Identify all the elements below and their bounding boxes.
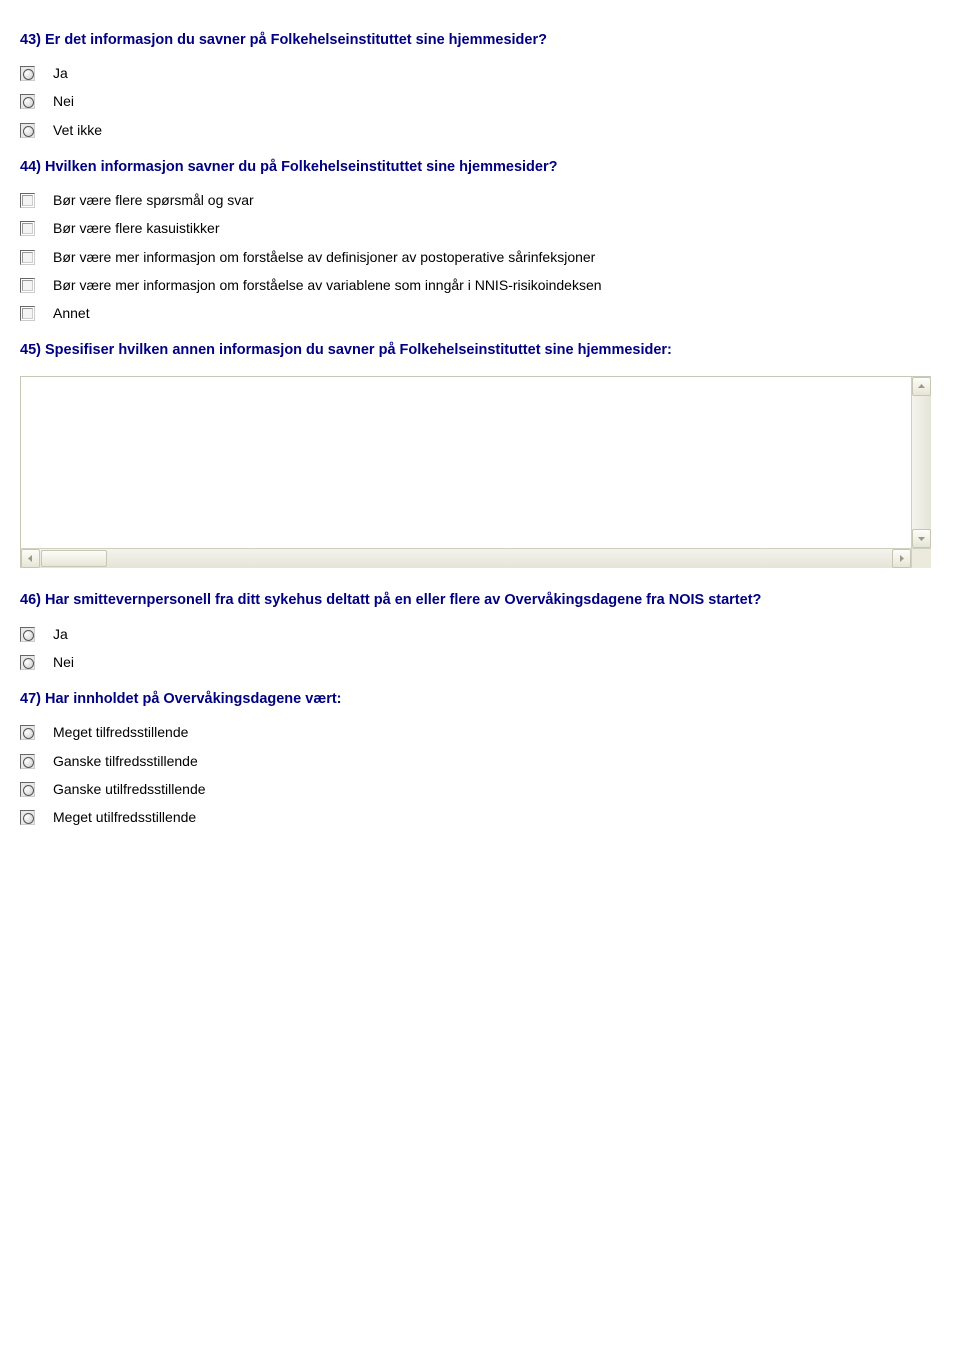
scroll-right-button[interactable] — [892, 549, 911, 568]
option-label: Meget utilfredsstillende — [53, 808, 196, 826]
option-label: Bør være flere kasuistikker — [53, 219, 219, 237]
chevron-up-icon — [917, 382, 926, 391]
radio-icon — [20, 123, 35, 138]
radio-icon — [20, 627, 35, 642]
checkbox-icon — [20, 250, 35, 265]
question-44-title: 44) Hvilken informasjon savner du på Fol… — [20, 157, 940, 177]
option-label: Ja — [53, 64, 68, 82]
question-45-title: 45) Spesifiser hvilken annen informasjon… — [20, 340, 940, 360]
radio-icon — [20, 782, 35, 797]
radio-icon — [20, 754, 35, 769]
checkbox-option[interactable]: Annet — [20, 304, 940, 322]
scroll-left-button[interactable] — [21, 549, 40, 568]
question-46-title: 46) Har smittevernpersonell fra ditt syk… — [20, 590, 940, 610]
checkbox-option[interactable]: Bør være mer informasjon om forståelse a… — [20, 248, 940, 266]
radio-icon — [20, 66, 35, 81]
option-label: Ganske utilfredsstillende — [53, 780, 206, 798]
textarea-content[interactable] — [23, 379, 911, 548]
radio-option[interactable]: Ja — [20, 625, 940, 643]
option-label: Vet ikke — [53, 121, 102, 139]
option-label: Annet — [53, 304, 90, 322]
radio-option[interactable]: Vet ikke — [20, 121, 940, 139]
option-label: Meget tilfredsstillende — [53, 723, 188, 741]
radio-option[interactable]: Ganske tilfredsstillende — [20, 752, 940, 770]
option-label: Bør være mer informasjon om forståelse a… — [53, 248, 595, 266]
checkbox-option[interactable]: Bør være mer informasjon om forståelse a… — [20, 276, 940, 294]
question-44-options: Bør være flere spørsmål og svar Bør være… — [20, 191, 940, 322]
radio-icon — [20, 94, 35, 109]
question-46-options: Ja Nei — [20, 625, 940, 671]
checkbox-option[interactable]: Bør være flere kasuistikker — [20, 219, 940, 237]
checkbox-icon — [20, 221, 35, 236]
question-47-options: Meget tilfredsstillende Ganske tilfredss… — [20, 723, 940, 826]
scroll-down-button[interactable] — [912, 529, 931, 548]
radio-option[interactable]: Nei — [20, 653, 940, 671]
free-text-input[interactable] — [20, 376, 931, 568]
option-label: Bør være mer informasjon om forståelse a… — [53, 276, 602, 294]
checkbox-icon — [20, 306, 35, 321]
radio-option[interactable]: Ganske utilfredsstillende — [20, 780, 940, 798]
checkbox-option[interactable]: Bør være flere spørsmål og svar — [20, 191, 940, 209]
question-43-title: 43) Er det informasjon du savner på Folk… — [20, 30, 940, 50]
checkbox-icon — [20, 193, 35, 208]
checkbox-icon — [20, 278, 35, 293]
radio-option[interactable]: Ja — [20, 64, 940, 82]
radio-option[interactable]: Meget tilfredsstillende — [20, 723, 940, 741]
radio-option[interactable]: Nei — [20, 92, 940, 110]
question-43-options: Ja Nei Vet ikke — [20, 64, 940, 139]
option-label: Nei — [53, 653, 74, 671]
radio-option[interactable]: Meget utilfredsstillende — [20, 808, 940, 826]
option-label: Ganske tilfredsstillende — [53, 752, 198, 770]
scrollbar-corner — [911, 548, 931, 568]
scroll-up-button[interactable] — [912, 377, 931, 396]
radio-icon — [20, 810, 35, 825]
vertical-scrollbar[interactable] — [911, 377, 931, 548]
chevron-left-icon — [26, 554, 35, 563]
question-47-title: 47) Har innholdet på Overvåkingsdagene v… — [20, 689, 940, 709]
chevron-down-icon — [917, 534, 926, 543]
scroll-thumb[interactable] — [41, 550, 107, 567]
option-label: Bør være flere spørsmål og svar — [53, 191, 254, 209]
option-label: Ja — [53, 625, 68, 643]
chevron-right-icon — [897, 554, 906, 563]
radio-icon — [20, 655, 35, 670]
horizontal-scrollbar[interactable] — [21, 548, 911, 568]
option-label: Nei — [53, 92, 74, 110]
radio-icon — [20, 725, 35, 740]
